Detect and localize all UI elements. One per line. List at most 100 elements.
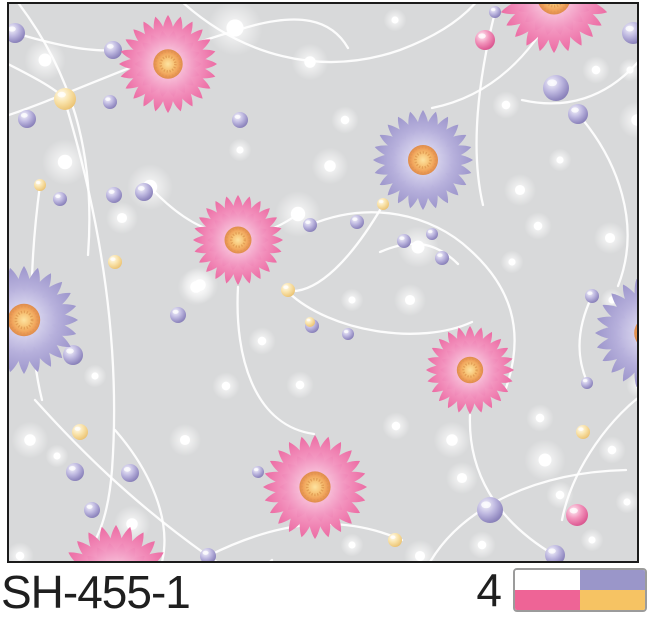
glow-dot bbox=[618, 101, 637, 139]
color-swatch-grid bbox=[513, 568, 647, 612]
glow-dot bbox=[433, 421, 471, 459]
swatch-color-purple bbox=[580, 570, 645, 590]
pearl-purple bbox=[170, 307, 186, 323]
pearl-purple bbox=[581, 377, 593, 389]
glow-dot bbox=[593, 221, 627, 255]
pearl-purple bbox=[53, 192, 67, 206]
swatch-color-yellow bbox=[580, 590, 645, 610]
glow-dot bbox=[468, 531, 496, 559]
glow-dot bbox=[500, 250, 524, 274]
glow-dot bbox=[24, 39, 66, 81]
glow-dot bbox=[546, 481, 574, 509]
pearl-purple bbox=[568, 104, 588, 124]
pearl-purple bbox=[104, 41, 122, 59]
glow-dot bbox=[11, 421, 49, 459]
pearl-yellow bbox=[108, 255, 122, 269]
glow-dot bbox=[618, 58, 637, 82]
glow-dot bbox=[526, 404, 554, 432]
pearl-purple bbox=[66, 463, 84, 481]
pearl-purple bbox=[342, 328, 354, 340]
pearl-yellow bbox=[377, 198, 389, 210]
pearl-purple bbox=[350, 215, 364, 229]
glow-dot bbox=[105, 201, 139, 235]
pearl-pink bbox=[475, 30, 495, 50]
pearl-yellow bbox=[72, 424, 88, 440]
pearl-purple bbox=[103, 95, 117, 109]
daisy-pink bbox=[68, 525, 164, 561]
glow-dot bbox=[340, 533, 364, 557]
pearl-purple bbox=[106, 187, 122, 203]
daisy-pink bbox=[193, 195, 283, 285]
glow-dot bbox=[177, 268, 215, 306]
pearl-purple bbox=[585, 289, 599, 303]
pearl-purple bbox=[622, 22, 637, 44]
glow-dot bbox=[340, 288, 364, 312]
glow-dot bbox=[311, 147, 349, 185]
swirl-line bbox=[468, 413, 558, 558]
floral-pattern bbox=[7, 2, 639, 563]
glow-dot bbox=[524, 439, 566, 481]
swirl-line bbox=[113, 428, 166, 561]
pearl-yellow bbox=[388, 533, 402, 547]
swatch-color-white bbox=[515, 570, 580, 590]
glow-dot bbox=[582, 56, 610, 84]
glow-dot bbox=[45, 444, 69, 468]
pearl-yellow bbox=[54, 88, 76, 110]
pearl-yellow bbox=[305, 317, 315, 327]
glow-dot bbox=[42, 139, 88, 185]
pearl-purple bbox=[477, 497, 503, 523]
swirl-line bbox=[62, 96, 116, 561]
daisy-pink bbox=[263, 435, 367, 539]
glow-dot bbox=[207, 4, 263, 56]
daisy-pink bbox=[499, 4, 609, 53]
pearl-purple bbox=[397, 234, 411, 248]
glow-dot bbox=[615, 490, 637, 514]
glow-dot bbox=[580, 528, 604, 552]
swirl-line bbox=[429, 468, 628, 561]
pearl-purple bbox=[18, 110, 36, 128]
glow-dot bbox=[598, 436, 626, 464]
pearl-purple bbox=[200, 548, 216, 561]
swirl-line bbox=[33, 398, 274, 561]
pearl-purple bbox=[252, 466, 264, 478]
glow-dot bbox=[445, 461, 479, 495]
pearl-purple bbox=[303, 218, 317, 232]
pearl-purple bbox=[232, 112, 248, 128]
daisy-purple bbox=[373, 110, 473, 210]
glow-dot bbox=[492, 91, 520, 119]
glow-dot bbox=[113, 505, 151, 543]
swirl-line bbox=[308, 211, 516, 390]
pearl-purple bbox=[84, 502, 100, 518]
glow-dot bbox=[403, 539, 437, 561]
pearl-purple bbox=[543, 75, 569, 101]
glow-dot bbox=[524, 212, 552, 240]
swatch-color-pink bbox=[515, 590, 580, 610]
pearl-pink bbox=[566, 504, 588, 526]
glow-dot bbox=[9, 542, 34, 561]
pattern-canvas bbox=[9, 4, 637, 561]
glow-dot bbox=[212, 372, 240, 400]
pearl-purple bbox=[63, 345, 83, 365]
swirl-line bbox=[286, 203, 385, 293]
glow-dot bbox=[382, 412, 410, 440]
pearl-purple bbox=[545, 545, 565, 561]
pearl-yellow bbox=[281, 283, 295, 297]
pearl-purple bbox=[9, 23, 25, 43]
pearl-purple bbox=[489, 6, 501, 18]
colorway-count: 4 bbox=[476, 564, 502, 616]
glow-dot bbox=[503, 173, 537, 207]
swirl-line bbox=[286, 290, 474, 335]
daisy-pink bbox=[426, 326, 514, 414]
product-code: SH-455-1 bbox=[1, 566, 191, 618]
daisy-pink bbox=[119, 15, 217, 113]
daisy-purple bbox=[595, 278, 637, 388]
swirl-line bbox=[578, 294, 594, 386]
glow-dot bbox=[248, 327, 276, 355]
pearl-purple bbox=[435, 251, 449, 265]
glow-dot bbox=[228, 138, 252, 162]
pearl-purple bbox=[426, 228, 438, 240]
pearl-purple bbox=[121, 464, 139, 482]
colorway-group: 4 bbox=[476, 567, 647, 613]
swirl-line bbox=[236, 285, 316, 436]
